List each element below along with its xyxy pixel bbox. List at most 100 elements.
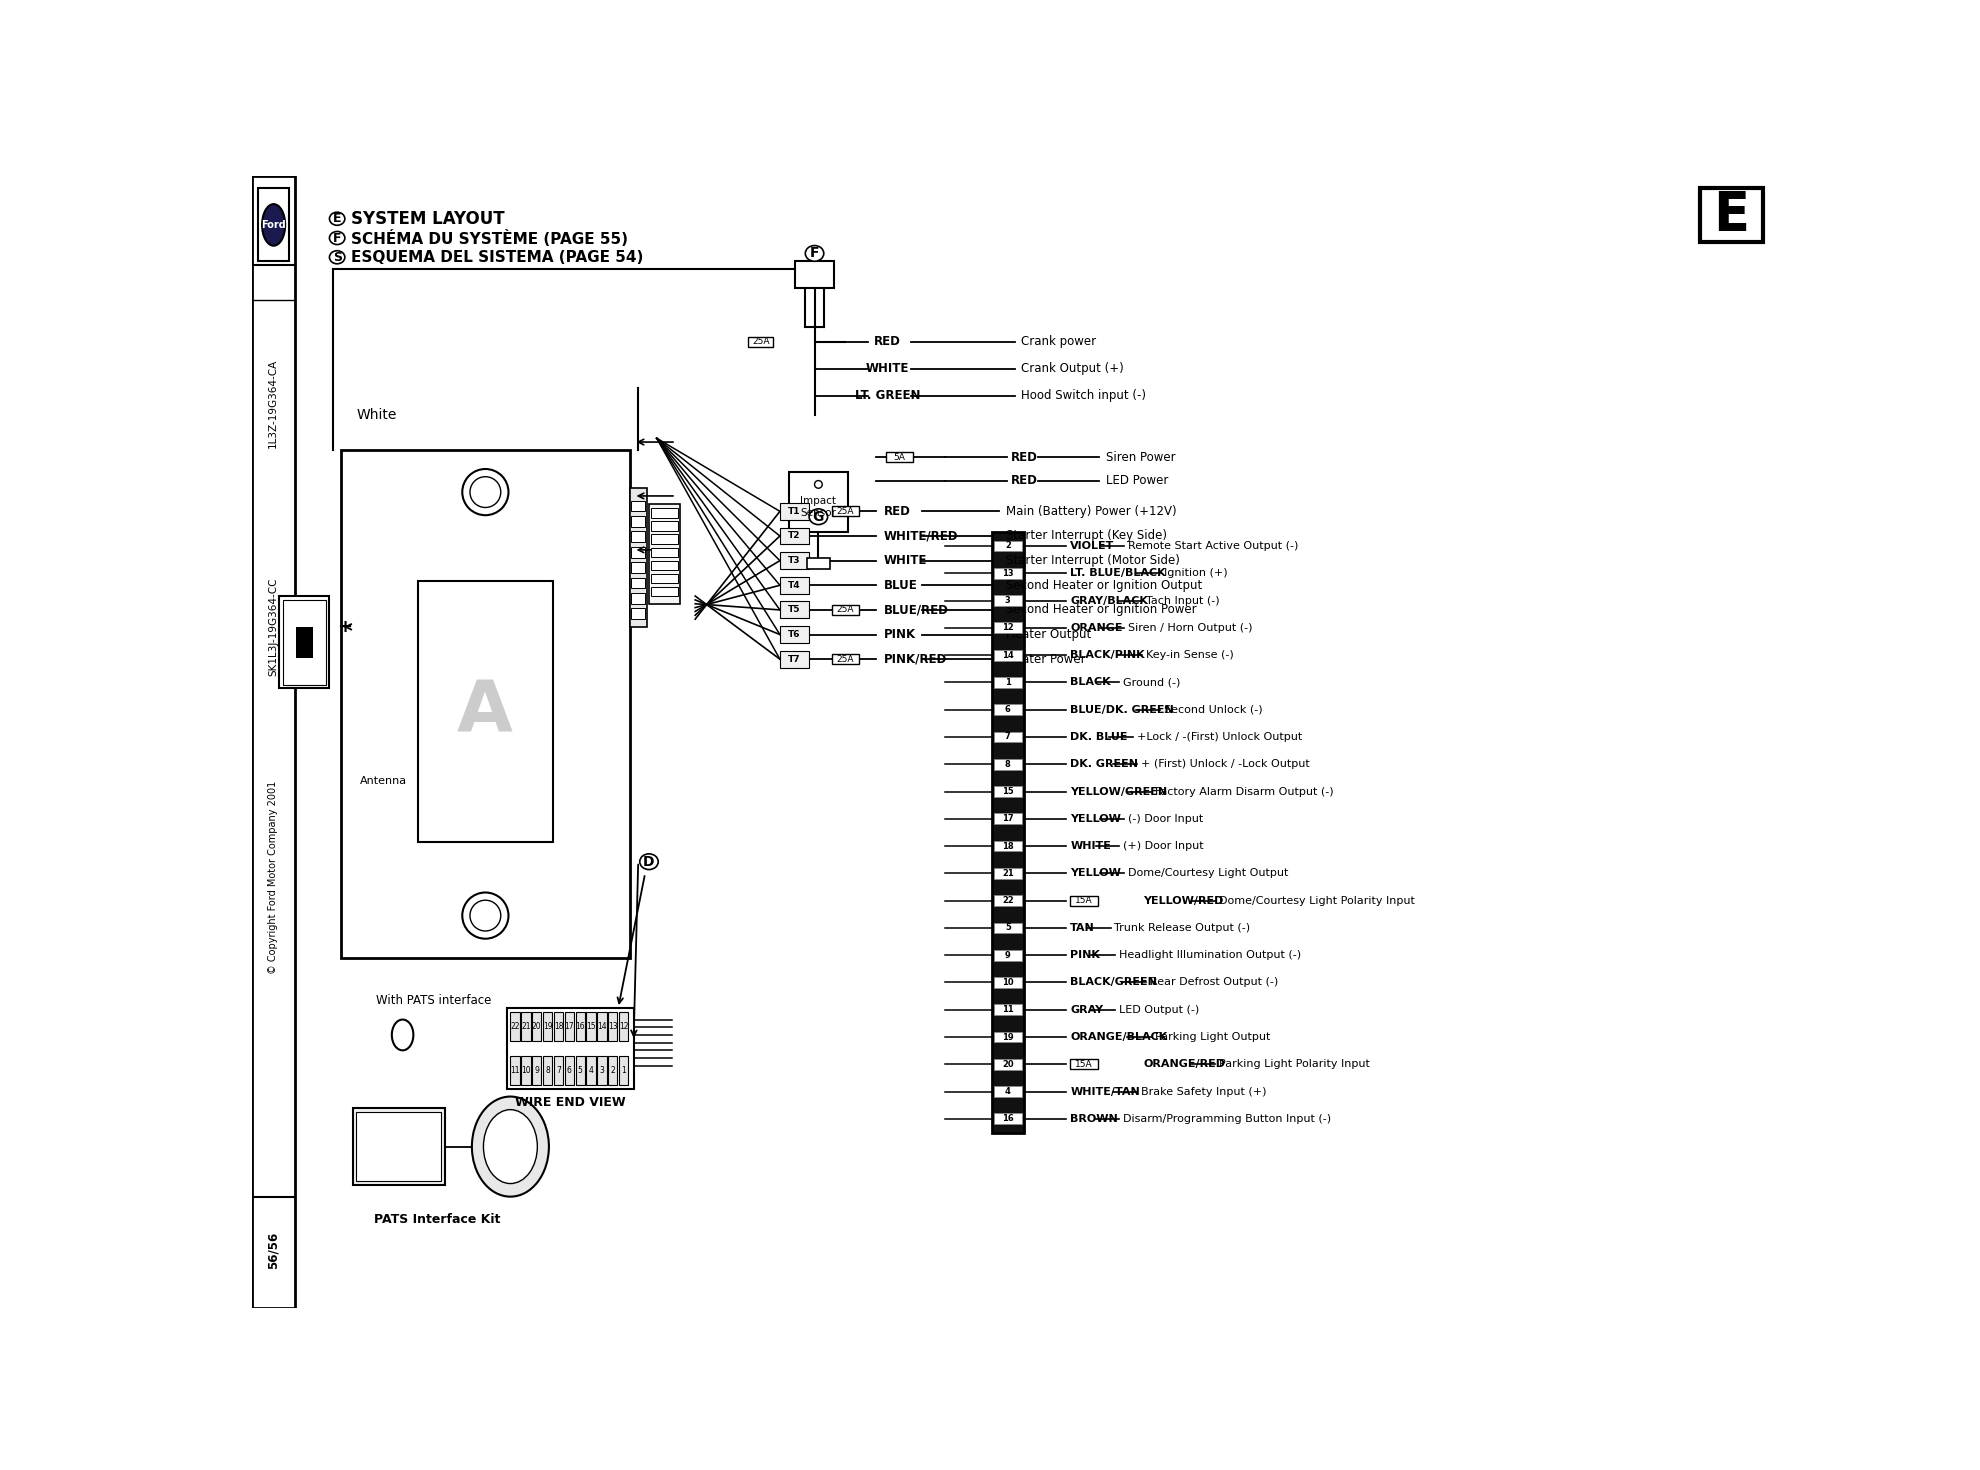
Text: WIRE END VIEW: WIRE END VIEW [515,1097,626,1110]
Bar [586,1055,596,1085]
Text: 9: 9 [1006,951,1010,960]
Text: Starter Interrupt (Key Side): Starter Interrupt (Key Side) [1006,529,1166,542]
Text: BLUE/DK. GREEN: BLUE/DK. GREEN [1069,704,1174,714]
Text: +Lock / -(First) Unlock Output: +Lock / -(First) Unlock Output [1137,732,1303,742]
Text: 16: 16 [1002,1114,1014,1123]
Ellipse shape [392,1020,414,1051]
Text: BLUE/RED: BLUE/RED [883,603,948,616]
Bar [994,978,1022,988]
Bar [1069,1060,1097,1069]
Text: 11: 11 [511,1066,521,1075]
Text: YELLOW/GREEN: YELLOW/GREEN [1069,786,1168,797]
Text: YELLOW: YELLOW [1069,814,1121,823]
Text: Dome/Courtesy Light Polarity Input: Dome/Courtesy Light Polarity Input [1220,895,1414,906]
Bar [543,1055,552,1085]
Text: 18: 18 [1002,842,1014,851]
Bar [994,595,1022,606]
Text: Antenna: Antenna [360,776,408,786]
Bar [994,867,1022,879]
Bar [341,450,630,958]
Bar [885,453,913,463]
Text: +: + [337,617,352,637]
Text: 7: 7 [1006,732,1010,741]
Text: Impact
Sensor: Impact Sensor [800,495,836,517]
Bar [1069,895,1097,906]
Bar [994,923,1022,933]
Ellipse shape [810,509,828,525]
Text: Hood Switch input (-): Hood Switch input (-) [1022,390,1146,403]
Text: 12: 12 [620,1022,628,1030]
Bar [651,573,679,584]
Text: DK. BLUE: DK. BLUE [1069,732,1129,742]
Text: PINK: PINK [883,628,917,641]
Text: LED Power: LED Power [1105,473,1168,487]
Ellipse shape [640,854,657,870]
Bar [598,1055,606,1085]
Bar [586,1011,596,1041]
Text: 3: 3 [1006,595,1010,606]
Text: Heater Output: Heater Output [1006,628,1091,641]
Text: 6: 6 [566,1066,572,1075]
Text: Main (Battery) Power (+12V): Main (Battery) Power (+12V) [1006,504,1176,517]
Text: F: F [810,247,820,260]
Text: 22: 22 [1002,897,1014,906]
Text: Siren / Horn Output (-): Siren / Horn Output (-) [1129,623,1251,634]
Bar [651,522,679,531]
Text: PATS Interface Kit: PATS Interface Kit [374,1213,501,1226]
Text: 25A: 25A [838,507,853,516]
Bar [632,516,645,526]
Text: 2: 2 [610,1066,616,1075]
Bar [780,651,810,667]
Text: 19: 19 [1002,1032,1014,1042]
Text: 10: 10 [1002,978,1014,986]
Bar [576,1055,584,1085]
Bar [651,560,679,570]
Text: 15A: 15A [1075,897,1093,906]
Bar [994,895,1022,906]
Circle shape [469,900,501,931]
Text: WHITE: WHITE [883,554,927,567]
Text: 21: 21 [1002,869,1014,878]
Text: Starter Interrupt (Motor Side): Starter Interrupt (Motor Side) [1006,554,1180,567]
Bar [598,1011,606,1041]
Text: BLACK/GREEN: BLACK/GREEN [1069,978,1156,988]
Text: 15: 15 [586,1022,596,1030]
Text: Crank Output (+): Crank Output (+) [1022,363,1125,375]
Bar [651,535,679,544]
Bar [620,1011,628,1041]
Text: 21: 21 [521,1022,531,1030]
Bar [632,592,645,604]
Bar [832,606,859,614]
Ellipse shape [329,231,345,244]
Text: Parking Light Polarity Input: Parking Light Polarity Input [1220,1060,1370,1069]
Text: 13: 13 [1002,569,1014,578]
Bar [257,188,289,262]
Text: GRAY/BLACK: GRAY/BLACK [1069,595,1148,606]
Text: 16: 16 [576,1022,584,1030]
Text: Key-in Sense (-): Key-in Sense (-) [1146,650,1234,660]
Text: SK1L3J-19G364-CC: SK1L3J-19G364-CC [267,578,279,676]
Bar [994,1032,1022,1042]
Text: RED: RED [875,335,901,348]
Text: WHITE/TAN: WHITE/TAN [1069,1086,1140,1097]
Text: SYSTEM LAYOUT: SYSTEM LAYOUT [350,210,505,228]
Ellipse shape [329,251,345,263]
Text: YELLOW: YELLOW [1069,869,1121,879]
Text: Factory Alarm Disarm Output (-): Factory Alarm Disarm Output (-) [1154,786,1333,797]
Text: White: White [356,409,396,422]
Text: PINK: PINK [1069,950,1101,960]
Text: 2: 2 [1006,541,1010,550]
Text: TAN: TAN [1069,923,1095,933]
Text: (-) Door Input: (-) Door Input [1129,814,1204,823]
Bar [521,1011,531,1041]
Ellipse shape [483,1110,537,1183]
Bar [632,562,645,573]
Text: WHITE/RED: WHITE/RED [883,529,958,542]
Text: © Copyright Ford Motor Company 2001: © Copyright Ford Motor Company 2001 [267,781,279,973]
Bar [649,504,679,604]
Text: Second Unlock (-): Second Unlock (-) [1164,704,1261,714]
Bar [808,557,830,569]
Bar [297,626,313,657]
Bar [994,786,1022,797]
Text: E: E [1713,190,1750,241]
